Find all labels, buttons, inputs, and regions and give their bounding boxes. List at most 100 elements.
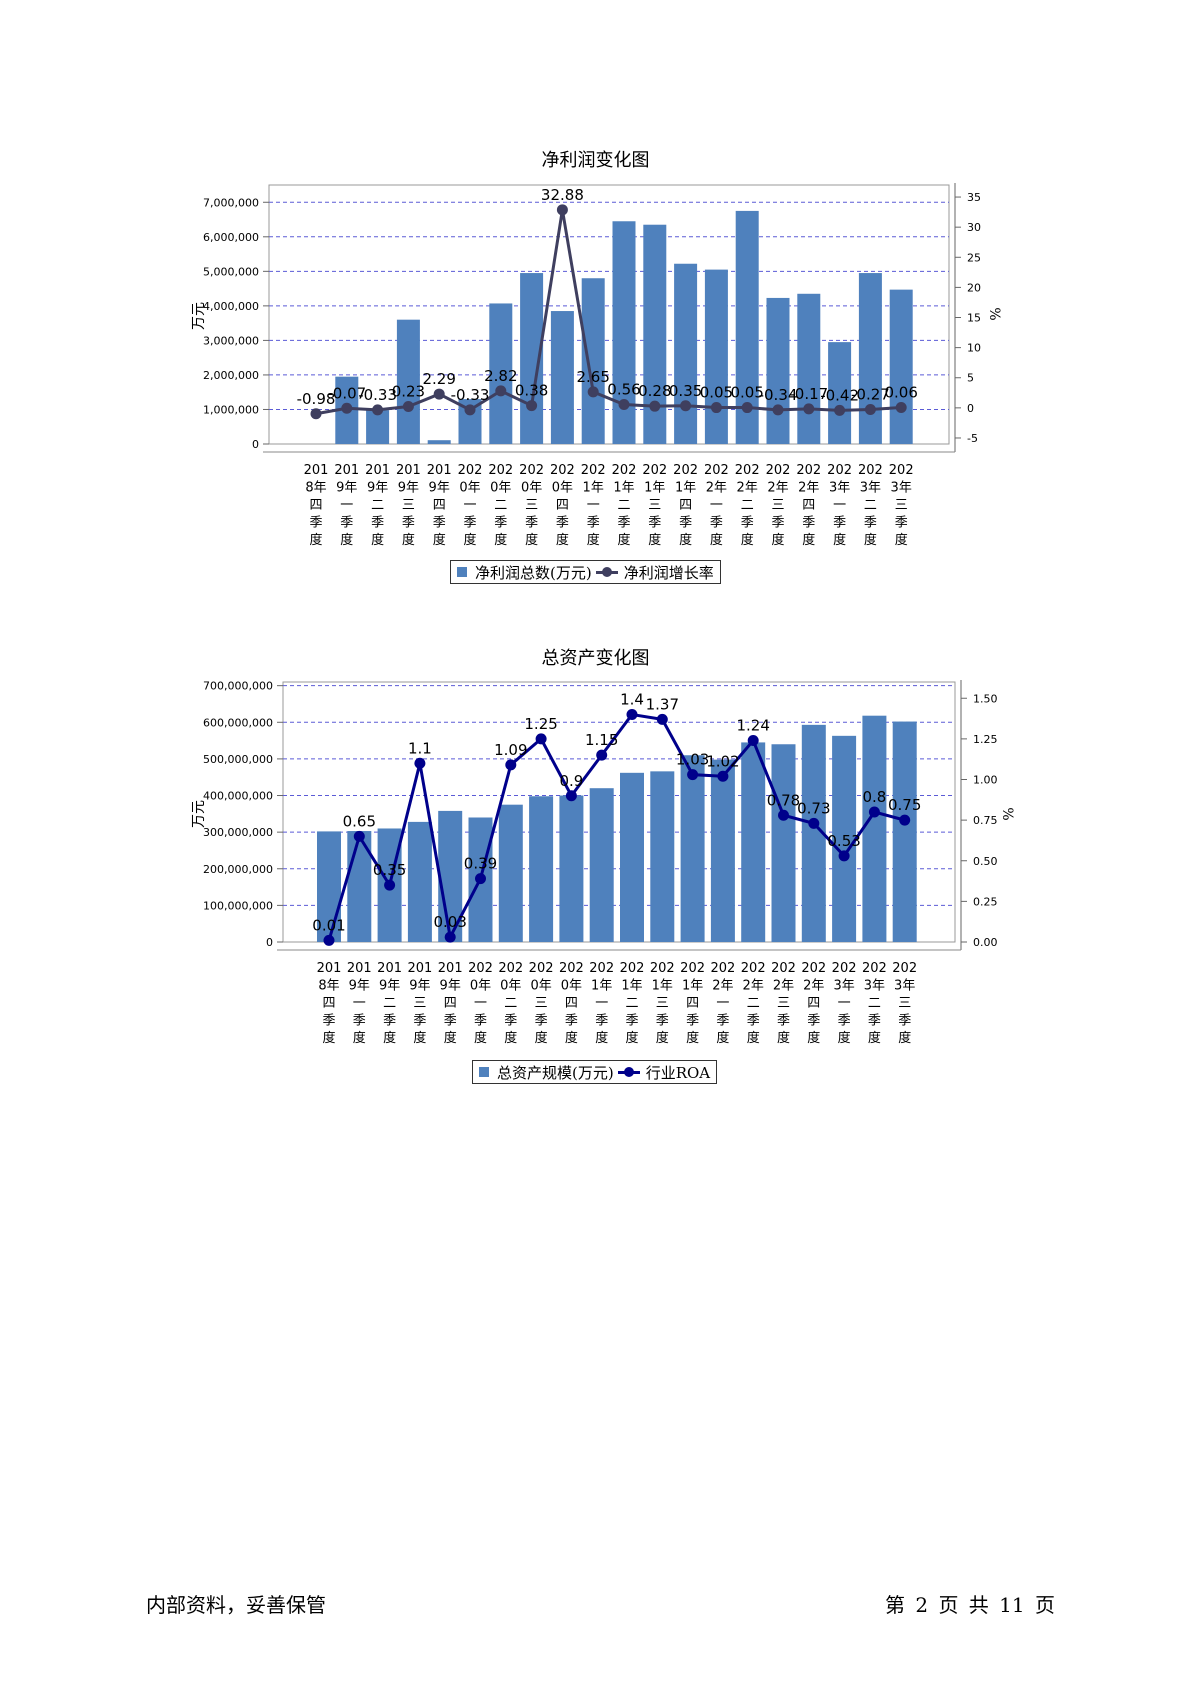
line-point (656, 713, 668, 725)
left-tick-label: 6,000,000 (203, 231, 259, 244)
x-tick-label: 二 (868, 996, 881, 1011)
x-tick-label: 1年 (675, 481, 696, 496)
bar (650, 771, 675, 942)
x-tick-label: 度 (716, 1030, 729, 1046)
x-tick-label: 季 (679, 516, 692, 531)
x-tick-label: 1年 (613, 481, 634, 496)
x-tick-label: 一 (463, 498, 476, 513)
bar (766, 297, 790, 444)
x-tick-label: 2年 (712, 979, 733, 994)
line-point (618, 398, 630, 410)
x-tick-label: 201 (304, 463, 329, 478)
x-tick-label: 一 (838, 996, 851, 1011)
x-tick-label: 201 (365, 463, 390, 478)
x-tick-label: 0年 (552, 481, 573, 496)
x-tick-label: 202 (892, 961, 917, 976)
x-tick-label: 度 (617, 532, 630, 548)
line-point (414, 757, 426, 769)
data-label: 1.4 (620, 691, 644, 709)
x-tick-label: 度 (565, 1030, 578, 1046)
x-tick-label: 二 (741, 498, 754, 513)
x-tick-label: 三 (648, 498, 661, 513)
x-tick-label: 202 (559, 961, 584, 976)
data-label: 0.9 (559, 772, 583, 790)
x-tick-label: 201 (407, 961, 432, 976)
line-point (402, 400, 414, 412)
x-tick-label: 202 (889, 463, 914, 478)
x-tick-label: 0年 (470, 979, 491, 994)
left-tick-label: 5,000,000 (203, 265, 259, 278)
line-point (565, 790, 577, 802)
line-point (868, 806, 880, 818)
line-point (741, 402, 753, 414)
x-tick-label: 202 (710, 961, 735, 976)
x-tick-label: 度 (413, 1030, 426, 1046)
x-tick-label: 202 (620, 961, 645, 976)
x-tick-label: 度 (504, 1030, 517, 1046)
x-tick-label: 9年 (409, 979, 430, 994)
left-tick-label: 100,000,000 (203, 899, 273, 912)
right-tick-label: 0.00 (973, 936, 998, 949)
bar (589, 788, 614, 942)
bar (317, 831, 341, 942)
x-tick-label: 202 (468, 961, 493, 976)
right-tick-label: -5 (967, 432, 978, 445)
x-tick-label: 度 (648, 532, 661, 548)
right-tick-label: 35 (967, 191, 981, 204)
x-tick-label: 度 (656, 1030, 669, 1046)
x-tick-label: 度 (686, 1030, 699, 1046)
bar (559, 795, 584, 942)
x-tick-label: 季 (494, 516, 507, 531)
x-tick-label: 度 (535, 1030, 548, 1046)
x-tick-label: 度 (802, 532, 815, 548)
x-tick-label: 季 (463, 516, 476, 531)
x-tick-label: 季 (741, 516, 754, 531)
right-tick-label: 10 (967, 342, 981, 355)
x-tick-label: 二 (383, 996, 396, 1011)
line-point (475, 873, 486, 885)
line-point (464, 404, 476, 416)
chart1-right-axis-label: % (988, 307, 1005, 321)
bar (704, 269, 728, 444)
data-label: 2.29 (422, 370, 455, 388)
bar (828, 342, 852, 444)
x-tick-label: 度 (371, 532, 384, 548)
x-tick-label: 8年 (305, 481, 326, 496)
legend-line-label: 行业ROA (645, 1063, 711, 1082)
x-tick-label: 202 (735, 463, 760, 478)
x-tick-label: 一 (340, 498, 353, 513)
right-tick-label: 1.25 (973, 733, 998, 746)
x-tick-label: 201 (427, 463, 452, 478)
bar (427, 440, 451, 444)
bar (741, 742, 766, 942)
data-label: 1.24 (736, 717, 769, 735)
data-label: 1.37 (646, 695, 679, 713)
left-tick-label: 200,000,000 (203, 863, 273, 876)
line-point (353, 830, 365, 842)
x-tick-label: 度 (525, 532, 538, 548)
x-tick-label: 季 (898, 1014, 911, 1029)
x-tick-label: 202 (827, 463, 852, 478)
x-tick-label: 3年 (860, 481, 881, 496)
left-tick-label: 0 (266, 936, 273, 949)
x-tick-label: 一 (474, 996, 487, 1011)
x-tick-label: 季 (864, 516, 877, 531)
x-tick-label: 3年 (829, 481, 850, 496)
x-tick-label: 度 (556, 532, 569, 548)
x-tick-label: 度 (807, 1030, 820, 1046)
x-tick-label: 9年 (398, 481, 419, 496)
x-tick-label: 202 (589, 961, 614, 976)
line-point (323, 934, 335, 946)
left-tick-label: 3,000,000 (203, 334, 259, 347)
x-tick-label: 度 (864, 532, 877, 548)
x-tick-label: 9年 (379, 979, 400, 994)
x-tick-label: 1年 (591, 979, 612, 994)
x-tick-label: 季 (771, 516, 784, 531)
x-tick-label: 二 (625, 996, 638, 1011)
data-label: 0.05 (700, 384, 733, 402)
line-point (596, 749, 608, 761)
right-tick-label: 25 (967, 251, 981, 264)
x-tick-label: 季 (595, 1014, 608, 1029)
x-tick-label: 季 (777, 1014, 790, 1029)
x-tick-label: 度 (433, 532, 446, 548)
